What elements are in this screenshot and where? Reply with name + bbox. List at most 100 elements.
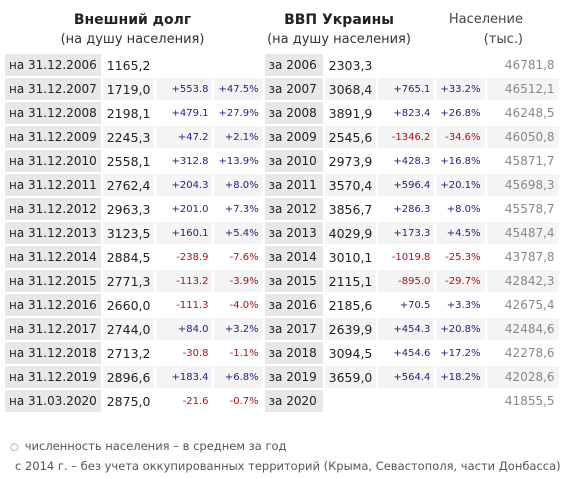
debt-change-abs: -30.8 [156,342,213,364]
debt-change-pct: -3.9% [214,270,263,292]
debt-date-label: на 31.12.2010 [5,150,101,172]
population-value: 46781,8 [486,54,559,76]
table-row: на 31.12.2008 2198,1 +479.1 +27.9% за 2008 38… [5,102,559,124]
gdp-value: 2185,6 [324,294,377,316]
gdp-change-pct: +20.1% [436,174,485,196]
debt-change-abs: +160.1 [156,222,213,244]
debt-date-label: на 31.12.2017 [5,318,101,340]
debt-change-pct: +7.3% [214,198,263,220]
gdp-value: 2639,9 [324,318,377,340]
debt-change-pct [214,54,263,76]
debt-change-pct: +3.2% [214,318,263,340]
gdp-change-pct: +33.2% [436,78,485,100]
gdp-value: 3570,4 [324,174,377,196]
gdp-value: 2973,9 [324,150,377,172]
gdp-change-pct [436,390,485,412]
population-value: 46248,5 [486,102,559,124]
gdp-year-label: за 2018 [264,342,323,364]
debt-change-pct: +8.0% [214,174,263,196]
debt-date-label: на 31.12.2015 [5,270,101,292]
gdp-change-pct: +18.2% [436,366,485,388]
debt-value: 1719,0 [102,78,155,100]
population-subtitle: (тыс.) [483,32,523,47]
gdp-change-pct: +3.3% [436,294,485,316]
debt-value: 2896,6 [102,366,155,388]
gdp-value [324,390,377,412]
debt-value: 2245,3 [102,126,155,148]
gdp-year-label: за 2011 [264,174,323,196]
gdp-change-pct: -34.6% [436,126,485,148]
table-row: на 31.12.2007 1719,0 +553.8 +47.5% за 2007 30… [5,78,559,100]
gdp-year-label: за 2009 [264,126,323,148]
gdp-column-header: ВВП Украины (на душу населения) [258,10,420,56]
data-table: на 31.12.2006 1165,2 за 2006 2303,3 46781,8 н… [3,52,561,414]
debt-date-label: на 31.12.2006 [5,54,101,76]
gdp-year-label: за 2013 [264,222,323,244]
gdp-year-label: за 2019 [264,366,323,388]
table-row: на 31.12.2016 2660,0 -111.3 -4.0% за 2016 218… [5,294,559,316]
table-row: на 31.12.2006 1165,2 за 2006 2303,3 46781,8 [5,54,559,76]
debt-change-pct: +2.1% [214,126,263,148]
gdp-value: 3891,9 [324,102,377,124]
gdp-year-label: за 2015 [264,270,323,292]
gdp-year-label: за 2006 [264,54,323,76]
debt-change-abs: +553.8 [156,78,213,100]
gdp-change-pct: -25.3% [436,246,485,268]
debt-date-label: на 31.12.2012 [5,198,101,220]
population-title: Население [448,12,523,27]
gdp-change-abs: -895.0 [378,270,435,292]
debt-value: 2875,0 [102,390,155,412]
debt-change-pct: +13.9% [214,150,263,172]
debt-change-abs: -111.3 [156,294,213,316]
gdp-change-pct: +16.8% [436,150,485,172]
gdp-change-pct: +17.2% [436,342,485,364]
gdp-change-abs: -1346.2 [378,126,435,148]
gdp-value: 3094,5 [324,342,377,364]
gdp-change-abs: +564.4 [378,366,435,388]
table-row: на 31.12.2012 2963,3 +201.0 +7.3% за 2012 385… [5,198,559,220]
population-value: 42278,6 [486,342,559,364]
gdp-change-pct: +26.8% [436,102,485,124]
gdp-year-label: за 2020 [264,390,323,412]
population-value: 42842,3 [486,270,559,292]
gdp-year-label: за 2007 [264,78,323,100]
table-row: на 31.12.2010 2558,1 +312.8 +13.9% за 2010 29… [5,150,559,172]
debt-title: Внешний долг [73,12,192,28]
debt-value: 2884,5 [102,246,155,268]
gdp-change-abs: +596.4 [378,174,435,196]
gdp-change-abs: +428.3 [378,150,435,172]
debt-change-abs [156,54,213,76]
gdp-change-abs: +454.6 [378,342,435,364]
gdp-year-label: за 2010 [264,150,323,172]
gdp-change-pct: +4.5% [436,222,485,244]
debt-date-label: на 31.12.2011 [5,174,101,196]
gdp-value: 3068,4 [324,78,377,100]
debt-change-pct: +5.4% [214,222,263,244]
debt-date-label: на 31.12.2008 [5,102,101,124]
gdp-subtitle: (на душу населения) [267,32,411,47]
debt-change-pct: -7.6% [214,246,263,268]
gdp-change-pct: +20.8% [436,318,485,340]
gdp-value: 3010,1 [324,246,377,268]
population-value: 45698,3 [486,174,559,196]
population-value: 46512,1 [486,78,559,100]
gdp-change-abs: +765.1 [378,78,435,100]
population-column-header: Население (тыс.) [430,10,523,56]
debt-change-abs: -238.9 [156,246,213,268]
table-row: на 31.12.2013 3123,5 +160.1 +5.4% за 2013 402… [5,222,559,244]
debt-change-pct: +47.5% [214,78,263,100]
debt-change-abs: +84.0 [156,318,213,340]
gdp-year-label: за 2016 [264,294,323,316]
table-row: на 31.12.2011 2762,4 +204.3 +8.0% за 2011 357… [5,174,559,196]
debt-subtitle: (на душу населения) [60,32,205,47]
debt-change-abs: +47.2 [156,126,213,148]
table-row: на 31.03.2020 2875,0 -21.6 -0.7% за 2020 4185… [5,390,559,412]
bullet-icon: ○ [10,442,19,453]
footnote-2: с 2014 г. – без учета оккупированных тер… [15,459,561,473]
debt-change-abs: +312.8 [156,150,213,172]
debt-date-label: на 31.12.2014 [5,246,101,268]
gdp-change-pct: -29.7% [436,270,485,292]
gdp-change-pct: +8.0% [436,198,485,220]
gdp-change-abs: -1019.8 [378,246,435,268]
gdp-year-label: за 2014 [264,246,323,268]
